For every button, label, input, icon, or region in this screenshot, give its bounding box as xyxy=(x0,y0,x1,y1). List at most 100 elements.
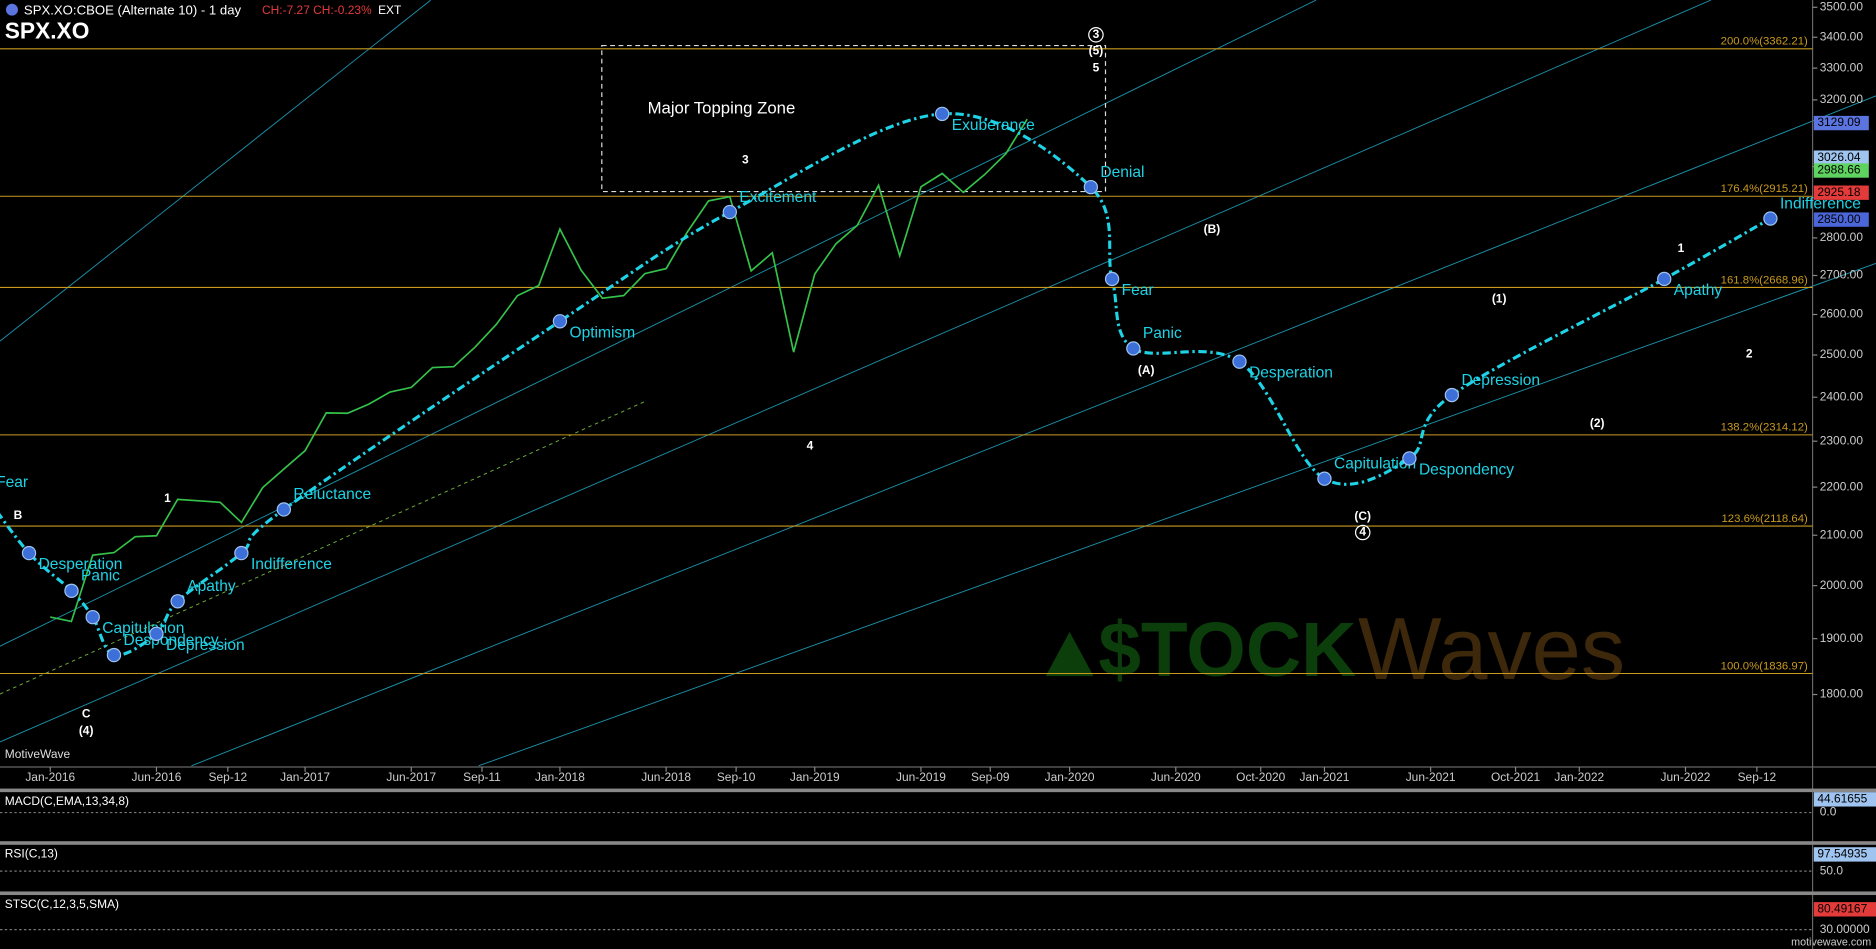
price-label: 2850.00 xyxy=(1817,212,1861,226)
price-line xyxy=(50,118,1028,623)
y-tick-label: 2100.00 xyxy=(1820,527,1864,541)
cycle-label: Despondency xyxy=(124,632,219,649)
indicator-value: 80.49167 xyxy=(1817,901,1867,915)
cycle-label: Exuberance xyxy=(952,117,1035,134)
x-tick-label: Oct-2021 xyxy=(1491,770,1541,784)
watermark: $TOCK Waves xyxy=(1045,599,1625,698)
y-tick-label: 3500.00 xyxy=(1820,0,1864,13)
indicator-name: STSC(C,12,3,5,SMA) xyxy=(5,897,119,911)
fib-label: 123.6%(2118.64) xyxy=(1721,513,1808,525)
cycle-label: Fear xyxy=(1122,282,1154,299)
price-box xyxy=(1813,185,1869,200)
y-tick-label: 2800.00 xyxy=(1820,230,1864,244)
x-tick-label: Sep-12 xyxy=(1738,770,1777,784)
wave-label: (A) xyxy=(1138,363,1155,377)
wave-label: 1 xyxy=(1678,241,1685,255)
cycle-label: Depression xyxy=(166,637,245,654)
price-label: 3129.09 xyxy=(1817,115,1861,129)
cycle-label: Desperation xyxy=(39,556,123,573)
channel-line xyxy=(478,262,1876,767)
x-tick-label: Oct-2020 xyxy=(1236,770,1286,784)
cycle-point xyxy=(1763,211,1778,226)
watermark-text: $TOCK xyxy=(1098,608,1356,693)
cycle-label: Panic xyxy=(1143,325,1182,342)
x-tick-label: Jan-2019 xyxy=(790,770,840,784)
cycle-point xyxy=(1657,271,1672,287)
panel-divider xyxy=(0,891,1876,896)
cycle-path xyxy=(0,112,1772,657)
x-tick-label: Jan-2017 xyxy=(280,770,330,784)
cycle-point xyxy=(722,204,737,220)
cycle-point xyxy=(935,106,950,122)
fib-label: 161.8%(2668.96) xyxy=(1721,274,1808,286)
brand-url: motivewave.com xyxy=(1791,937,1871,949)
cycle-point xyxy=(1317,471,1332,486)
cycle-point xyxy=(21,545,37,561)
wave-circle xyxy=(1088,27,1104,43)
channel-line xyxy=(0,0,1317,647)
indicator-value: 97.54935 xyxy=(1817,847,1867,861)
subtitle: SPX.XO:CBOE (Alternate 10) - 1 day xyxy=(24,2,242,17)
fib-label: 200.0%(3362.21) xyxy=(1721,36,1808,48)
cycle-label: Denial xyxy=(1100,164,1144,181)
y-tick-label: 2200.00 xyxy=(1820,479,1864,493)
price-box xyxy=(1813,115,1869,131)
watermark-text: Waves xyxy=(1358,599,1625,698)
cycle-label: Fear xyxy=(0,474,28,491)
fib-label: 100.0%(1836.97) xyxy=(1721,660,1808,672)
wave-label: 4 xyxy=(807,439,814,453)
price-label: 3026.04 xyxy=(1817,150,1861,164)
cycle-point xyxy=(106,647,122,663)
y-tick-label: 2000.00 xyxy=(1820,578,1864,592)
x-tick-label: Jan-2022 xyxy=(1554,770,1604,784)
cycle-point xyxy=(1444,387,1460,403)
wave-label: (2) xyxy=(1590,416,1605,430)
cycle-point xyxy=(170,594,185,609)
y-tick-label: 2300.00 xyxy=(1820,433,1864,447)
cycle-label: Depression xyxy=(1461,372,1540,389)
y-tick-label: 1800.00 xyxy=(1820,687,1864,701)
wave-label: (B) xyxy=(1204,222,1221,236)
y-tick-label: 3300.00 xyxy=(1820,60,1864,74)
cycle-point xyxy=(276,502,292,517)
cycle-label: Reluctance xyxy=(293,486,371,503)
cycle-point xyxy=(64,583,79,599)
cycle-point xyxy=(149,626,164,641)
panel-divider xyxy=(0,788,1876,793)
cycle-label: Indifference xyxy=(251,556,332,573)
x-tick-label: Sep-11 xyxy=(463,770,501,784)
cycle-label: Capitulation xyxy=(102,620,184,637)
indicator-value: 44.61655 xyxy=(1817,792,1867,806)
cycle-label: Apathy xyxy=(1674,282,1723,299)
cycle-label: Excitement xyxy=(739,189,817,206)
wave-label: 2 xyxy=(1746,346,1753,360)
y-tick-label: 3400.00 xyxy=(1820,29,1864,43)
x-tick-label: Jun-2021 xyxy=(1406,770,1456,784)
topping-zone xyxy=(601,44,1107,193)
watermark-icon xyxy=(1045,631,1094,677)
cycle-label: Apathy xyxy=(187,578,236,595)
wave-label: 3 xyxy=(1093,27,1100,41)
status-dot xyxy=(5,3,18,16)
price-box xyxy=(1813,212,1869,227)
brand: MotiveWave xyxy=(5,747,71,761)
x-tick-label: Jan-2020 xyxy=(1045,770,1095,784)
cycle-point xyxy=(234,545,249,561)
wave-label: 1 xyxy=(164,491,171,505)
x-tick-label: Jun-2022 xyxy=(1661,770,1711,784)
y-tick-label: 3200.00 xyxy=(1820,92,1864,106)
x-tick-label: Sep-10 xyxy=(717,770,756,784)
wave-label: 4 xyxy=(1359,525,1366,539)
wave-label: 3 xyxy=(742,153,749,167)
cycle-point xyxy=(1232,354,1247,369)
channel-line xyxy=(0,0,432,342)
cycle-label: Optimism xyxy=(570,324,636,341)
price-box xyxy=(1813,150,1869,165)
indicator-name: MACD(C,EMA,13,34,8) xyxy=(5,794,129,808)
cycle-point xyxy=(1104,271,1120,287)
wave-label: (4) xyxy=(79,723,94,737)
cycle-point xyxy=(1402,451,1417,466)
change-text: CH:-7.27 CH:-0.23% xyxy=(262,3,372,17)
